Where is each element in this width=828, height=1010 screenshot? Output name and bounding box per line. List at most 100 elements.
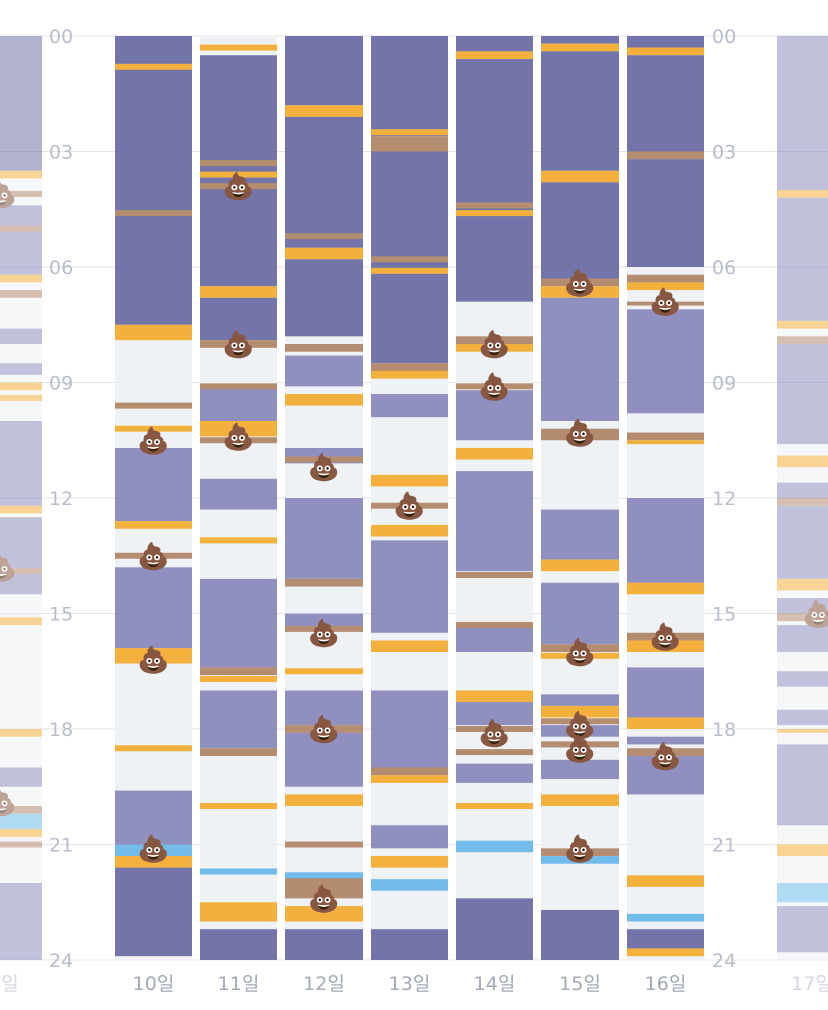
hour-tick-label: 00	[49, 26, 73, 48]
segment-diaper	[0, 806, 42, 814]
segment-feeding	[541, 286, 619, 298]
segment-nap	[285, 732, 363, 787]
segment-nap	[200, 386, 277, 421]
segment-feeding	[777, 578, 828, 591]
event-diaper	[115, 402, 192, 409]
segment-deep-sleep	[0, 36, 42, 171]
event-feeding	[456, 803, 533, 809]
segment-deep-sleep	[200, 929, 277, 960]
segment-nap	[541, 694, 619, 706]
hour-tick-label: 18	[712, 719, 736, 741]
segment-nap	[371, 825, 448, 849]
segment-feeding	[456, 51, 533, 60]
segment-nap	[777, 709, 828, 726]
segment-feeding	[627, 440, 704, 445]
poop-icon: 💩	[802, 599, 828, 630]
segment-diaper	[200, 340, 277, 348]
segment-diaper	[456, 336, 533, 344]
segment-feeding	[200, 902, 277, 922]
segment-diaper	[371, 363, 448, 371]
segment-bath	[627, 913, 704, 922]
segment-feeding	[777, 320, 828, 329]
day-label: 15일	[559, 973, 601, 995]
segment-feeding	[285, 794, 363, 806]
hour-tick-label: 03	[49, 142, 73, 164]
segment-deep-sleep	[285, 259, 363, 337]
segment-feeding	[200, 286, 277, 298]
segment-feeding	[777, 190, 828, 198]
segment-feeding	[627, 948, 704, 957]
segment-diaper	[627, 301, 704, 306]
poop-icon: 💩	[564, 710, 596, 741]
poop-icon: 💩	[137, 833, 169, 864]
segment-nap	[456, 471, 533, 572]
event-diaper	[456, 726, 533, 732]
segment-deep-sleep	[456, 59, 533, 302]
hour-tick-label: 12	[712, 488, 736, 510]
segment-nap	[115, 790, 192, 845]
segment-nap	[456, 625, 533, 652]
segment-feeding	[777, 729, 828, 733]
day-label: 9일	[0, 973, 19, 995]
segment-diaper	[627, 432, 704, 441]
segment-nap	[0, 883, 42, 960]
segment-feeding	[627, 282, 704, 291]
segment-nap	[777, 197, 828, 321]
event-diaper	[456, 202, 533, 209]
event-diaper	[285, 456, 363, 463]
hour-tick-label: 00	[712, 26, 736, 48]
event-diaper	[456, 572, 533, 578]
segment-nap	[456, 763, 533, 783]
segment-bath	[0, 813, 42, 830]
segment-diaper	[200, 748, 277, 756]
day-label: 13일	[389, 973, 431, 995]
segment-feeding	[115, 856, 192, 868]
day-label: 14일	[474, 973, 516, 995]
poop-icon: 💩	[649, 741, 681, 772]
poop-icon: 💩	[564, 418, 596, 449]
segment-deep-sleep	[456, 36, 533, 52]
hour-tick-label: 03	[712, 142, 736, 164]
event-feeding	[541, 652, 619, 659]
poop-icon: 💩	[649, 622, 681, 653]
hour-tick-label: 09	[712, 373, 736, 395]
event-feeding	[371, 267, 448, 274]
day-column: 💩 💩 💩	[627, 36, 704, 960]
segment-feeding	[627, 582, 704, 595]
hour-tick-label: 06	[49, 257, 73, 279]
segment-feeding	[0, 505, 42, 514]
segment-nap	[777, 906, 828, 953]
segment-bath	[456, 840, 533, 853]
poop-icon: 💩	[0, 787, 17, 818]
event-diaper	[285, 625, 363, 632]
poop-icon: 💩	[478, 371, 510, 402]
segment-nap	[777, 598, 828, 614]
event-feeding	[200, 803, 277, 809]
event-diaper	[0, 841, 42, 848]
hour-tick-label: 15	[49, 604, 73, 626]
segment-feeding	[541, 794, 619, 806]
segment-feeding	[0, 170, 42, 179]
poop-icon: 💩	[478, 718, 510, 749]
segment-feeding	[285, 105, 363, 117]
segment-diaper	[541, 278, 619, 287]
segment-nap	[627, 498, 704, 583]
segment-bath	[371, 879, 448, 891]
segment-feeding	[0, 617, 42, 626]
day-label: 17일	[791, 973, 828, 995]
segment-deep-sleep	[541, 182, 619, 279]
segment-nap	[627, 755, 704, 795]
event-diaper	[456, 622, 533, 629]
event-feeding	[200, 44, 277, 51]
segment-nap	[285, 613, 363, 629]
segment-nap	[777, 36, 828, 190]
hour-tick-label: 24	[712, 950, 736, 972]
day-column: 💩 💩 💩	[200, 36, 277, 960]
event-diaper	[371, 256, 448, 263]
segment-nap	[285, 690, 363, 726]
segment-deep-sleep	[627, 55, 704, 152]
poop-icon: 💩	[308, 714, 340, 745]
segment-diaper	[777, 498, 828, 506]
segment-feeding	[541, 559, 619, 572]
segment-bath	[777, 883, 828, 903]
